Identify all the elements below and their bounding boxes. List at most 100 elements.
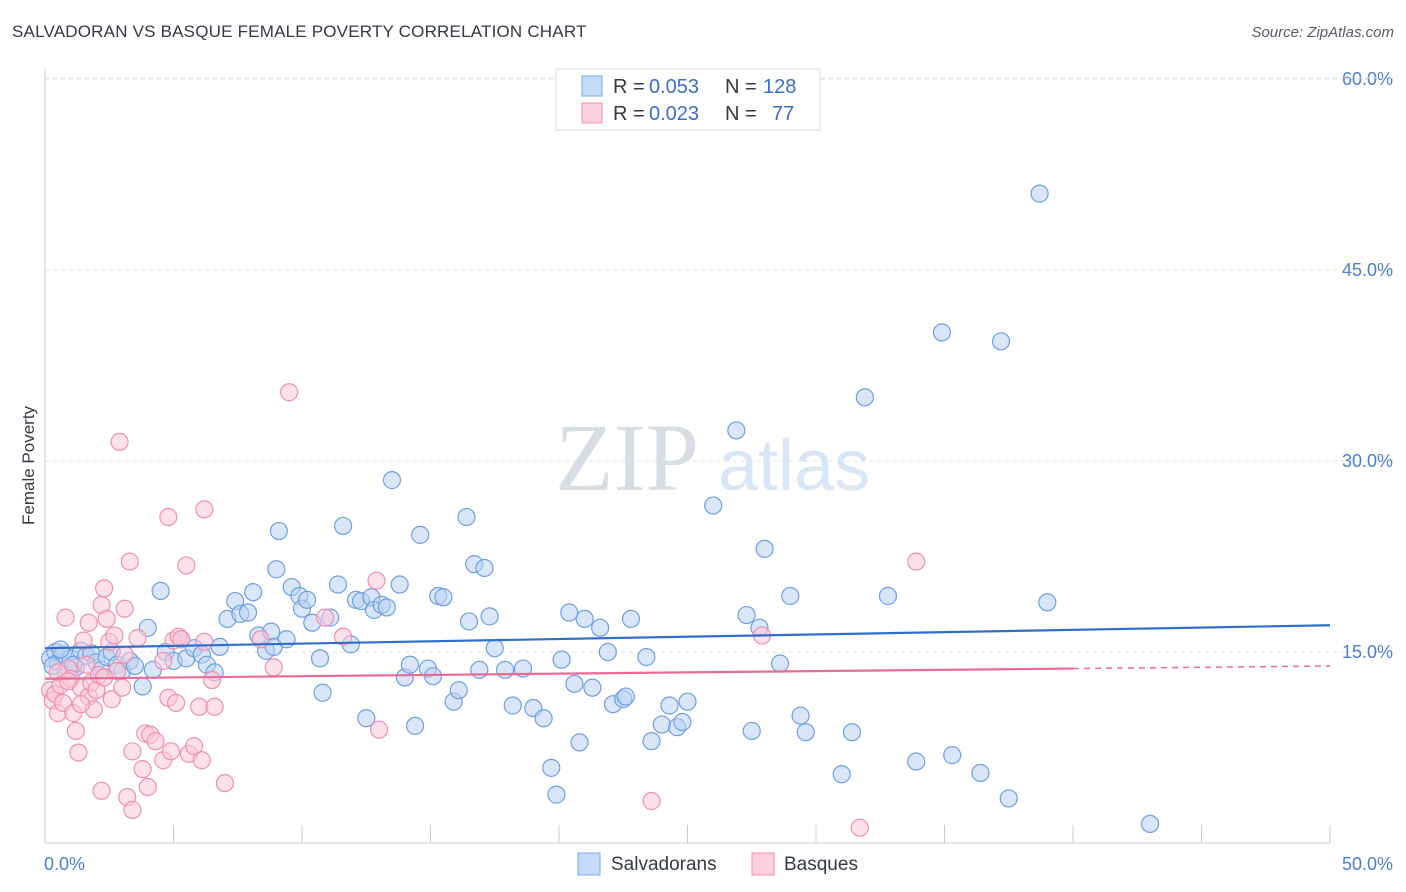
salvadorans-point bbox=[267, 560, 286, 579]
legend-swatch-salvadorans bbox=[581, 75, 603, 97]
salvadorans-point bbox=[637, 647, 656, 667]
salvadorans-point bbox=[125, 656, 145, 676]
basques-point bbox=[105, 626, 124, 645]
salvadorans-point bbox=[660, 696, 679, 715]
basques-point bbox=[59, 672, 78, 691]
basques-point bbox=[280, 383, 299, 402]
y-tick-label: 45.0% bbox=[1342, 260, 1393, 280]
basques-point bbox=[850, 818, 869, 837]
basques-point bbox=[56, 608, 75, 627]
salvadorans-point bbox=[1038, 593, 1057, 612]
salvadorans-point bbox=[334, 516, 353, 536]
basques-point bbox=[69, 743, 88, 762]
salvadorans-point bbox=[357, 709, 376, 728]
trend-lines bbox=[44, 624, 1331, 680]
salvadorans-point bbox=[495, 660, 515, 679]
y-tick-label: 60.0% bbox=[1342, 69, 1393, 89]
basques-point bbox=[128, 628, 147, 648]
salvadorans-point bbox=[405, 716, 425, 735]
basques-point bbox=[202, 670, 222, 690]
basques-point bbox=[138, 777, 157, 797]
basques-point bbox=[195, 500, 214, 519]
basques-point bbox=[215, 774, 234, 793]
watermark-atlas: atlas bbox=[718, 426, 870, 506]
bottom-legend-swatch-basques bbox=[751, 852, 775, 876]
salvadorans-point bbox=[423, 667, 443, 686]
bottom-legend-salvadorans: Salvadorans bbox=[611, 854, 717, 875]
salvadorans-point bbox=[678, 692, 697, 711]
axes bbox=[44, 68, 1331, 844]
legend-r-label-2: R = bbox=[613, 103, 645, 125]
salvadorans-point bbox=[673, 712, 692, 732]
basques-point bbox=[95, 579, 114, 598]
salvadorans-point bbox=[742, 721, 761, 741]
salvadorans-point bbox=[616, 687, 635, 706]
salvadorans-point bbox=[575, 609, 594, 628]
salvadorans-point bbox=[878, 586, 898, 606]
basques-point bbox=[71, 695, 91, 714]
salvadorans-point bbox=[565, 674, 584, 693]
basques-point bbox=[192, 751, 211, 770]
legend-box: R = 0.053 N = 128 R = 0.023 N = 77 bbox=[555, 68, 821, 131]
salvadorans-point bbox=[943, 746, 962, 765]
salvadorans-point bbox=[832, 765, 851, 784]
salvadorans-point bbox=[513, 659, 533, 678]
salvadorans-point bbox=[560, 603, 579, 622]
basques-point bbox=[115, 599, 134, 618]
salvadorans-point bbox=[244, 583, 263, 602]
salvadorans-point bbox=[1030, 184, 1049, 203]
salvadorans-point bbox=[547, 785, 566, 804]
salvadorans-point bbox=[642, 732, 661, 751]
salvadorans-point bbox=[328, 575, 348, 594]
salvadorans-point bbox=[621, 609, 641, 628]
salvadorans-point bbox=[842, 723, 862, 742]
salvadorans-point bbox=[298, 590, 317, 609]
salvadorans-point bbox=[755, 539, 774, 558]
salvadorans-point bbox=[770, 654, 790, 673]
salvadorans-point bbox=[434, 588, 453, 607]
basques-point bbox=[190, 697, 209, 716]
basques-point bbox=[642, 791, 661, 811]
salvadorans-point bbox=[480, 607, 499, 626]
salvadorans-point bbox=[390, 575, 409, 594]
salvadorans-point bbox=[310, 649, 330, 668]
salvadorans-point bbox=[737, 605, 756, 625]
legend-swatch-basques bbox=[581, 102, 603, 124]
salvadorans-point bbox=[855, 388, 874, 407]
basques-point bbox=[79, 613, 98, 632]
basques-point bbox=[367, 571, 386, 590]
bottom-legend-swatch-salvadorans bbox=[577, 852, 601, 876]
chart-title: SALVADORAN VS BASQUE FEMALE POVERTY CORR… bbox=[12, 22, 587, 41]
salvadorans-point bbox=[459, 612, 479, 631]
basques-point bbox=[264, 658, 283, 677]
y-tick-label: 15.0% bbox=[1342, 642, 1393, 662]
salvadorans-point bbox=[932, 323, 952, 342]
salvadorans-point bbox=[1140, 814, 1160, 834]
basques-point bbox=[123, 800, 142, 819]
legend-r-label-1: R = bbox=[613, 76, 645, 98]
salvadorans-point bbox=[411, 525, 430, 544]
salvadorans-point bbox=[652, 715, 671, 734]
salvadorans-point bbox=[382, 471, 402, 490]
basques-point bbox=[92, 781, 111, 800]
basques-point bbox=[159, 507, 178, 527]
basques-trend-extension bbox=[1072, 665, 1331, 670]
basques-point bbox=[334, 627, 353, 646]
salvadorans-point bbox=[313, 683, 332, 702]
basques-point bbox=[102, 690, 121, 709]
basques-point bbox=[146, 732, 165, 751]
salvadorans-trend-line bbox=[44, 624, 1331, 650]
salvadorans-point bbox=[400, 655, 420, 674]
basques-point bbox=[161, 742, 181, 761]
legend-n-value-2: 77 bbox=[772, 103, 794, 125]
bottom-legend: Salvadorans Basques bbox=[577, 852, 858, 876]
basques-point bbox=[133, 760, 152, 779]
basques-point bbox=[177, 556, 196, 575]
salvadorans-point bbox=[704, 496, 723, 515]
salvadorans-point bbox=[570, 733, 589, 752]
legend-n-value-1: 128 bbox=[763, 76, 796, 98]
salvadorans-point bbox=[449, 681, 468, 700]
basques-trend-line bbox=[44, 667, 1074, 680]
salvadorans-point bbox=[534, 709, 553, 728]
